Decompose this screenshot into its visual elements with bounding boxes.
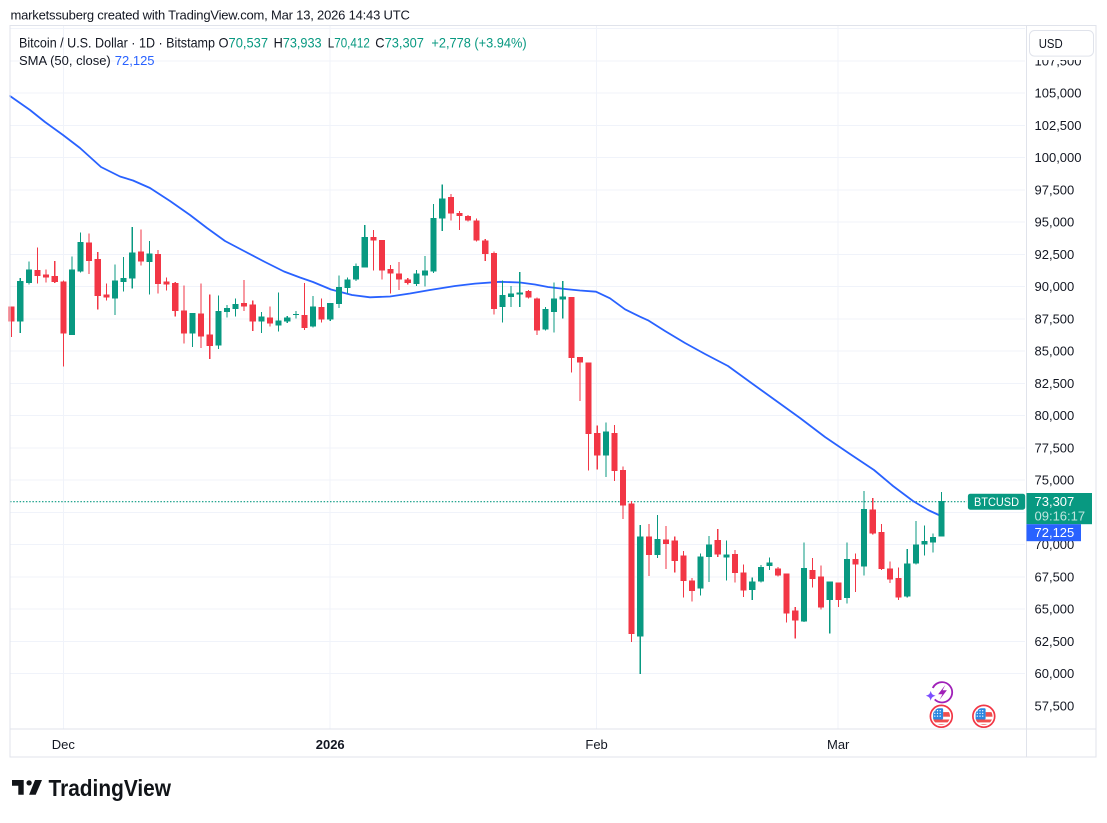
svg-text:O70,537: O70,537 <box>219 35 269 51</box>
svg-text:77,500: 77,500 <box>1035 440 1075 455</box>
svg-text:67,500: 67,500 <box>1035 569 1075 584</box>
svg-text:90,000: 90,000 <box>1035 279 1075 294</box>
svg-text:107,500: 107,500 <box>1035 53 1082 68</box>
svg-text:73,307: 73,307 <box>1035 494 1075 509</box>
svg-text:marketssuberg created with Tra: marketssuberg created with TradingView.c… <box>11 8 410 23</box>
svg-text:Feb: Feb <box>585 737 607 752</box>
svg-text:60,000: 60,000 <box>1035 666 1075 681</box>
svg-text:95,000: 95,000 <box>1035 215 1075 230</box>
svg-text:L70,412: L70,412 <box>328 35 370 51</box>
svg-text:C73,307: C73,307 <box>375 35 424 51</box>
svg-text:+2,778 (+3.94%): +2,778 (+3.94%) <box>431 35 526 51</box>
svg-text:85,000: 85,000 <box>1035 344 1075 359</box>
svg-text:72,125: 72,125 <box>1035 525 1075 540</box>
svg-text:BTCUSD: BTCUSD <box>974 495 1019 509</box>
svg-text:105,000: 105,000 <box>1035 86 1082 101</box>
svg-text:USD: USD <box>1039 36 1063 51</box>
svg-text:87,500: 87,500 <box>1035 311 1075 326</box>
svg-text:80,000: 80,000 <box>1035 408 1075 423</box>
svg-text:82,500: 82,500 <box>1035 376 1075 391</box>
svg-text:SMA (50, close)72,125: SMA (50, close) 72,125 <box>19 53 155 68</box>
svg-text:75,000: 75,000 <box>1035 473 1075 488</box>
svg-text:97,500: 97,500 <box>1035 182 1075 197</box>
svg-text:2026: 2026 <box>316 737 345 752</box>
svg-text:Bitcoin / U.S. Dollar · 1D · B: Bitcoin / U.S. Dollar · 1D · Bitstamp <box>19 35 215 51</box>
svg-text:62,500: 62,500 <box>1035 634 1075 649</box>
svg-text:09:16:17: 09:16:17 <box>1035 508 1086 523</box>
svg-text:TradingView: TradingView <box>49 775 172 801</box>
svg-text:Dec: Dec <box>52 737 76 752</box>
svg-text:65,000: 65,000 <box>1035 602 1075 617</box>
svg-text:Mar: Mar <box>827 737 850 752</box>
svg-text:H73,933: H73,933 <box>274 35 322 51</box>
svg-text:92,500: 92,500 <box>1035 247 1075 262</box>
svg-text:57,500: 57,500 <box>1035 698 1075 713</box>
svg-text:102,500: 102,500 <box>1035 118 1082 133</box>
svg-text:100,000: 100,000 <box>1035 150 1082 165</box>
